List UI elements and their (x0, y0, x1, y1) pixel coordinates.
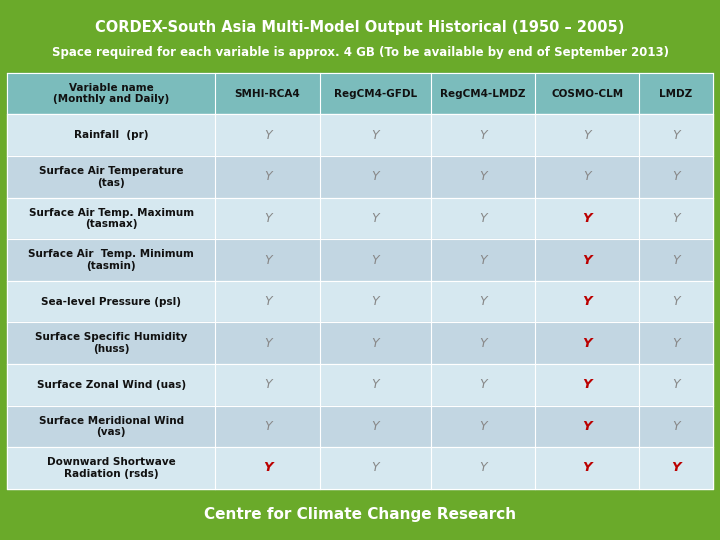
Text: Y: Y (372, 378, 379, 392)
Text: Surface Air  Temp. Minimum
(tasmin): Surface Air Temp. Minimum (tasmin) (28, 249, 194, 271)
Text: Y: Y (672, 170, 680, 184)
Bar (7, 198, 713, 239)
Text: Y: Y (479, 212, 487, 225)
Text: Y: Y (583, 170, 591, 184)
Text: Y: Y (264, 212, 271, 225)
Text: Rainfall  (pr): Rainfall (pr) (74, 130, 148, 140)
Text: Surface Zonal Wind (uas): Surface Zonal Wind (uas) (37, 380, 186, 390)
Text: Y: Y (372, 253, 379, 267)
Text: Y: Y (372, 336, 379, 350)
Text: Y: Y (372, 461, 379, 475)
Text: Sea-level Pressure (psl): Sea-level Pressure (psl) (41, 296, 181, 307)
Text: Y: Y (582, 420, 592, 433)
Text: Variable name
(Monthly and Daily): Variable name (Monthly and Daily) (53, 83, 169, 105)
Text: Y: Y (264, 420, 271, 433)
Text: Surface Specific Humidity
(huss): Surface Specific Humidity (huss) (35, 333, 187, 354)
Text: Y: Y (479, 170, 487, 184)
Text: Surface Air Temperature
(tas): Surface Air Temperature (tas) (39, 166, 184, 188)
Text: Y: Y (582, 378, 592, 392)
Text: Y: Y (672, 129, 680, 142)
Text: Y: Y (264, 378, 271, 392)
Text: Y: Y (479, 253, 487, 267)
Bar (7, 156, 713, 198)
Text: Y: Y (263, 461, 272, 475)
Text: COSMO-CLM: COSMO-CLM (551, 89, 624, 99)
Text: Y: Y (264, 295, 271, 308)
Text: Centre for Climate Change Research: Centre for Climate Change Research (204, 507, 516, 522)
Text: Space required for each variable is approx. 4 GB (To be available by end of Sept: Space required for each variable is appr… (52, 46, 668, 59)
Text: Y: Y (582, 253, 592, 267)
Text: Y: Y (582, 461, 592, 475)
Text: Y: Y (582, 336, 592, 350)
Text: Surface Air Temp. Maximum
(tasmax): Surface Air Temp. Maximum (tasmax) (29, 208, 194, 230)
Text: Y: Y (672, 212, 680, 225)
Text: CORDEX-South Asia Multi-Model Output Historical (1950 – 2005): CORDEX-South Asia Multi-Model Output His… (95, 20, 625, 35)
Text: Y: Y (372, 295, 379, 308)
Bar (0, 0, 720, 73)
Text: Y: Y (479, 295, 487, 308)
Bar (7, 447, 713, 489)
Text: Downward Shortwave
Radiation (rsds): Downward Shortwave Radiation (rsds) (47, 457, 176, 479)
Text: Y: Y (479, 378, 487, 392)
Text: SMHI-RCA4: SMHI-RCA4 (235, 89, 300, 99)
Bar (7, 322, 713, 364)
Text: Y: Y (372, 420, 379, 433)
Text: Y: Y (479, 461, 487, 475)
Text: Surface Meridional Wind
(vas): Surface Meridional Wind (vas) (39, 416, 184, 437)
Text: Y: Y (264, 253, 271, 267)
Text: Y: Y (582, 212, 592, 225)
Bar (7, 406, 713, 447)
Text: Y: Y (672, 378, 680, 392)
Text: Y: Y (671, 461, 681, 475)
Text: Y: Y (672, 420, 680, 433)
Text: Y: Y (264, 170, 271, 184)
Bar (7, 364, 713, 406)
Text: Y: Y (583, 129, 591, 142)
Text: Y: Y (582, 295, 592, 308)
Text: Y: Y (372, 129, 379, 142)
Text: Y: Y (264, 129, 271, 142)
Text: Y: Y (672, 295, 680, 308)
Bar (7, 281, 713, 322)
Text: RegCM4-GFDL: RegCM4-GFDL (333, 89, 417, 99)
Text: Y: Y (672, 336, 680, 350)
Bar (7, 239, 713, 281)
Text: Y: Y (479, 336, 487, 350)
Text: Y: Y (479, 129, 487, 142)
Text: Y: Y (672, 253, 680, 267)
Bar (0, 489, 720, 540)
Bar (7, 73, 713, 114)
Text: Y: Y (372, 212, 379, 225)
Text: RegCM4-LMDZ: RegCM4-LMDZ (440, 89, 526, 99)
Text: Y: Y (372, 170, 379, 184)
Text: Y: Y (264, 336, 271, 350)
Text: Y: Y (479, 420, 487, 433)
Text: LMDZ: LMDZ (660, 89, 693, 99)
Bar (7, 114, 713, 156)
